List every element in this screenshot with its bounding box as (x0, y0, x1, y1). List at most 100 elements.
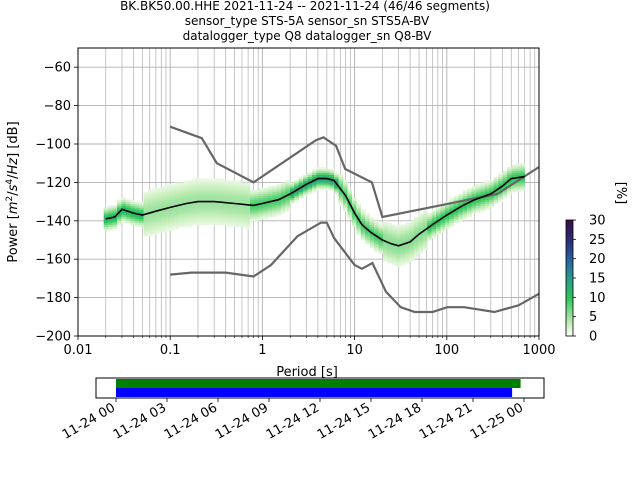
heatmap-cell (382, 241, 388, 245)
heatmap-cell (400, 259, 406, 262)
heatmap-cell (201, 197, 206, 200)
heatmap-cell (405, 230, 410, 233)
heatmap-cell (187, 180, 193, 183)
heatmap-cell (449, 197, 455, 200)
heatmap-cell (360, 234, 366, 237)
heatmap-cell (227, 222, 233, 225)
heatmap-cell (400, 253, 406, 256)
heatmap-cell (267, 213, 273, 216)
heatmap-cell (214, 193, 220, 197)
heatmap-cell (267, 199, 273, 202)
heatmap-cell (161, 192, 167, 195)
heatmap-cell (400, 224, 406, 227)
heatmap-cell (382, 253, 388, 256)
heatmap-cell (161, 201, 167, 204)
heatmap-cell (480, 209, 486, 212)
heatmap-cell (236, 182, 242, 185)
heatmap-cell (316, 188, 322, 191)
heatmap-cell (210, 180, 215, 183)
heatmap-cell (311, 170, 317, 174)
heatmap-cell (444, 218, 450, 222)
heatmap-cell (431, 234, 437, 237)
heatmap-cell (245, 207, 251, 210)
heatmap-cell (506, 190, 512, 193)
heatmap-cell (214, 197, 220, 200)
heatmap-cell (187, 193, 193, 197)
heatmap-cell (369, 234, 375, 237)
heatmap-cell (431, 236, 437, 239)
heatmap-cell (214, 201, 220, 204)
heatmap-cell (174, 218, 180, 222)
heatmap-cell (467, 195, 472, 199)
heatmap-cell (205, 178, 211, 181)
heatmap-cell (502, 195, 508, 199)
heatmap-cell (152, 213, 158, 216)
heatmap-cell (276, 193, 282, 197)
heatmap-cell (263, 190, 268, 193)
heatmap-cell (121, 197, 127, 200)
heatmap-cell (179, 201, 184, 204)
heatmap-cell (467, 193, 472, 197)
y-tick-label: −80 (44, 99, 71, 114)
heatmap-cell (440, 211, 446, 214)
heatmap-cell (374, 232, 379, 235)
heatmap-cell (467, 213, 472, 216)
heatmap-cell (183, 224, 189, 227)
heatmap-cell (232, 190, 237, 193)
heatmap-cell (152, 188, 158, 191)
heatmap-cell (280, 188, 286, 191)
heatmap-cell (506, 168, 512, 172)
heatmap-cell (170, 228, 175, 231)
heatmap-cell (325, 170, 331, 174)
heatmap-cell (276, 184, 282, 187)
heatmap-cell (396, 263, 401, 266)
heatmap-cell (280, 205, 286, 208)
heatmap-cell (378, 243, 384, 247)
heatmap-cell (462, 205, 468, 208)
heatmap-cell (307, 182, 313, 185)
heatmap-cell (183, 222, 189, 225)
heatmap-cell (245, 224, 251, 227)
heatmap-cell (249, 193, 255, 197)
heatmap-cell (223, 220, 229, 224)
heatmap-cell (116, 216, 122, 220)
heatmap-cell (418, 216, 424, 220)
heatmap-cell (369, 238, 375, 241)
heatmap-cell (365, 213, 370, 216)
heatmap-cell (520, 184, 526, 187)
heatmap-cell (440, 205, 446, 208)
heatmap-cell (400, 232, 406, 235)
heatmap-cell (179, 182, 184, 185)
timeline-tick-label: 11-25 00 (468, 400, 526, 442)
heatmap-cell (205, 218, 211, 222)
heatmap-cell (427, 215, 432, 218)
heatmap-cell (205, 201, 211, 204)
heatmap-cell (475, 190, 481, 193)
heatmap-cell (192, 213, 198, 216)
heatmap-cell (218, 209, 224, 212)
heatmap-cell (382, 238, 388, 241)
heatmap-cell (187, 213, 193, 216)
heatmap-cell (289, 190, 295, 193)
heatmap-cell (143, 226, 149, 229)
heatmap-cell (152, 190, 158, 193)
heatmap-cell (427, 234, 432, 237)
x-axis-label: Period [s] (276, 365, 338, 380)
heatmap-cell (520, 165, 526, 168)
heatmap-cell (440, 209, 446, 212)
heatmap-cell (329, 174, 335, 177)
heatmap-cell (156, 230, 162, 233)
heatmap-cell (369, 228, 375, 231)
heatmap-cell (258, 195, 264, 199)
heatmap-cell (449, 199, 455, 202)
heatmap-cell (343, 201, 348, 204)
heatmap-cell (338, 199, 344, 202)
heatmap-cell (134, 205, 140, 208)
heatmap-cell (192, 203, 198, 206)
heatmap-cell (170, 193, 175, 197)
plot-frame (77, 47, 540, 337)
heatmap-cell (192, 192, 198, 195)
heatmap-cell (236, 207, 242, 210)
heatmap-cell (139, 220, 144, 224)
heatmap-cell (121, 216, 127, 220)
